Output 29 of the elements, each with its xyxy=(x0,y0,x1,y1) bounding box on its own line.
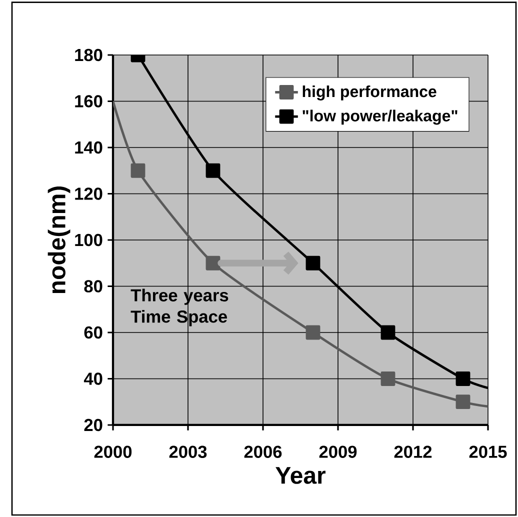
point xyxy=(206,163,220,178)
legend-label: high performance xyxy=(302,85,436,100)
point xyxy=(456,372,470,386)
point xyxy=(306,325,320,340)
x-tick-label: 2015 xyxy=(469,446,507,458)
y-tick-label: 140 xyxy=(75,141,102,154)
x-tick-label: 2006 xyxy=(244,446,282,458)
y-tick-label: 120 xyxy=(75,188,102,200)
y-tick-label: 160 xyxy=(75,95,102,108)
y-axis-title: node(nm) xyxy=(48,186,70,294)
y-tick-label: 20 xyxy=(84,418,102,432)
point xyxy=(380,325,396,340)
y-tick-label: 80 xyxy=(84,280,102,292)
x-tick-label: 2003 xyxy=(169,446,207,458)
x-tick-label: 2009 xyxy=(319,446,357,458)
legend-label: "low power/leakage" xyxy=(302,110,458,125)
x-axis-title: Year xyxy=(276,467,326,484)
y-tick-label: 100 xyxy=(75,234,102,246)
y-tick-label: 60 xyxy=(84,326,102,339)
point xyxy=(130,163,146,178)
point xyxy=(380,372,396,386)
point xyxy=(456,394,470,410)
point xyxy=(306,256,320,270)
y-tick-label: 180 xyxy=(75,48,102,62)
x-tick-label: 2012 xyxy=(394,446,432,458)
line-series xyxy=(113,100,488,410)
y-tick-label: 40 xyxy=(84,372,102,385)
x-tick-label: 2000 xyxy=(94,446,132,458)
point xyxy=(206,256,220,270)
